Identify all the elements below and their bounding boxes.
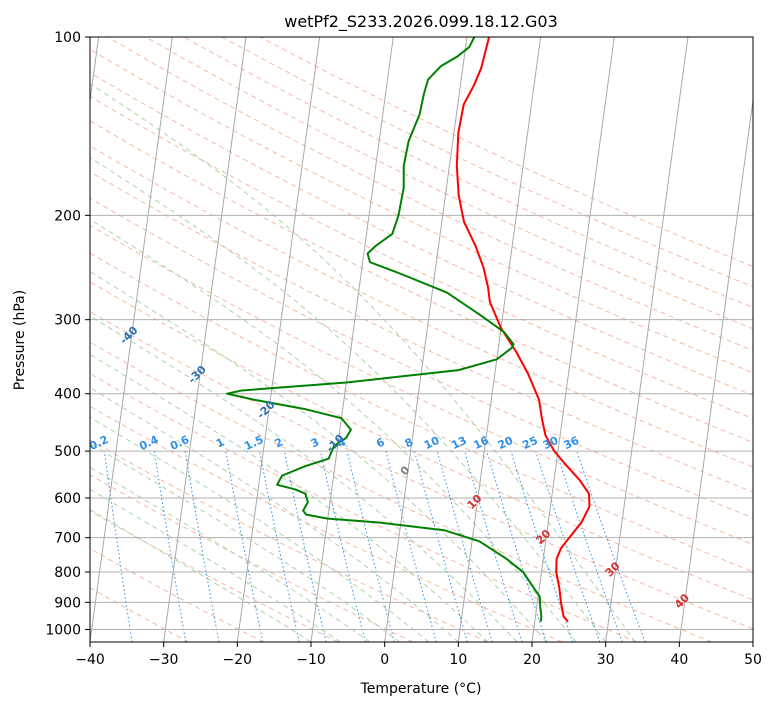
dry-adiabat — [107, 37, 753, 352]
mixing-ratio-label: 20 — [496, 434, 516, 452]
temperature-series — [455, 37, 591, 623]
isotherm — [236, 37, 321, 642]
dry-adiabat — [90, 510, 339, 642]
y-tick-label: 200 — [54, 208, 81, 224]
mixing-ratio-line — [436, 450, 493, 642]
mixing-ratio-label: 25 — [520, 434, 539, 452]
y-tick-label: 300 — [54, 313, 81, 329]
x-tick-label: 40 — [670, 652, 688, 668]
isotherm — [310, 37, 394, 642]
y-tick-label: 900 — [54, 595, 81, 611]
dry-adiabat — [90, 71, 753, 396]
y-axis-label: Pressure (hPa) — [12, 290, 28, 390]
isotherm — [163, 37, 247, 642]
mixing-ratio-label: 30 — [541, 434, 561, 452]
y-tick-label: 500 — [54, 444, 81, 460]
isotherm — [678, 96, 753, 642]
moist-adiabat — [90, 218, 577, 642]
isotherm — [384, 37, 468, 642]
dry-adiabat — [90, 224, 753, 545]
isotherm — [531, 37, 615, 642]
chart-title: wetPf2_S233.2026.099.18.12.G03 — [284, 12, 558, 32]
isotherm — [90, 37, 173, 642]
x-tick-label: 20 — [523, 652, 541, 668]
dry-adiabat — [90, 405, 563, 642]
y-tick-label: 600 — [54, 491, 81, 507]
isotherm — [605, 37, 689, 642]
y-tick-label: 100 — [54, 30, 81, 46]
background-lines — [90, 37, 753, 642]
mixing-ratio-label: 16 — [472, 434, 492, 452]
mixing-ratio-line — [464, 450, 523, 642]
x-axis: −40 −30 −20 −10 0 10 20 30 40 50 — [75, 642, 762, 668]
grid — [90, 37, 753, 642]
isotherm — [457, 37, 542, 642]
dry-adiabat — [90, 548, 264, 642]
mixing-ratio-line — [576, 450, 646, 642]
mixing-ratio-label: 10 — [422, 434, 442, 452]
x-tick-label: −20 — [223, 652, 253, 668]
x-tick-label: −40 — [75, 652, 105, 668]
y-tick-label: 700 — [54, 531, 81, 547]
mixing-ratio-label: 13 — [449, 434, 468, 452]
mixing-ratio-line — [414, 450, 468, 642]
x-tick-label: −30 — [149, 652, 179, 668]
dry-adiabat — [90, 439, 488, 642]
moist-adiabat — [90, 315, 518, 642]
moist-adiabat — [90, 416, 430, 642]
mixing-ratio-line — [535, 450, 601, 642]
moist-adiabat — [90, 387, 459, 642]
series-layer — [225, 37, 591, 623]
y-tick-label: 1000 — [45, 622, 81, 638]
moist-adiabat — [90, 83, 636, 642]
y-tick-label: 800 — [54, 565, 81, 581]
mixing-ratio-line — [320, 450, 366, 642]
moist-adiabat — [90, 353, 489, 642]
moist-adiabat — [90, 442, 400, 642]
dry-adiabat — [90, 145, 753, 468]
mixing-ratio-line — [486, 450, 547, 642]
y-axis: 100 200 300 400 500 600 700 800 900 1000 — [45, 30, 90, 638]
dewpoint-series — [225, 37, 543, 622]
x-tick-label: 10 — [449, 652, 467, 668]
plot-frame — [89, 36, 754, 643]
dry-adiabat — [90, 95, 753, 420]
x-axis-label: Temperature (°C) — [360, 681, 482, 697]
x-tick-label: 30 — [597, 652, 615, 668]
mixing-ratio-line — [283, 450, 327, 642]
x-tick-label: −10 — [296, 652, 326, 668]
dry-adiabat — [90, 311, 753, 630]
x-tick-label: 50 — [744, 652, 762, 668]
moist-adiabat — [90, 466, 371, 642]
dry-adiabat — [90, 341, 712, 642]
x-tick-label: 0 — [380, 652, 389, 668]
mixing-ratio-line — [385, 450, 437, 642]
y-tick-label: 400 — [54, 387, 81, 403]
mixing-ratio-line — [555, 450, 623, 642]
dry-adiabat — [90, 197, 753, 519]
mixing-ratio-label: 36 — [562, 434, 582, 452]
dry-adiabat — [183, 37, 753, 309]
mixing-ratio-line — [259, 451, 300, 642]
